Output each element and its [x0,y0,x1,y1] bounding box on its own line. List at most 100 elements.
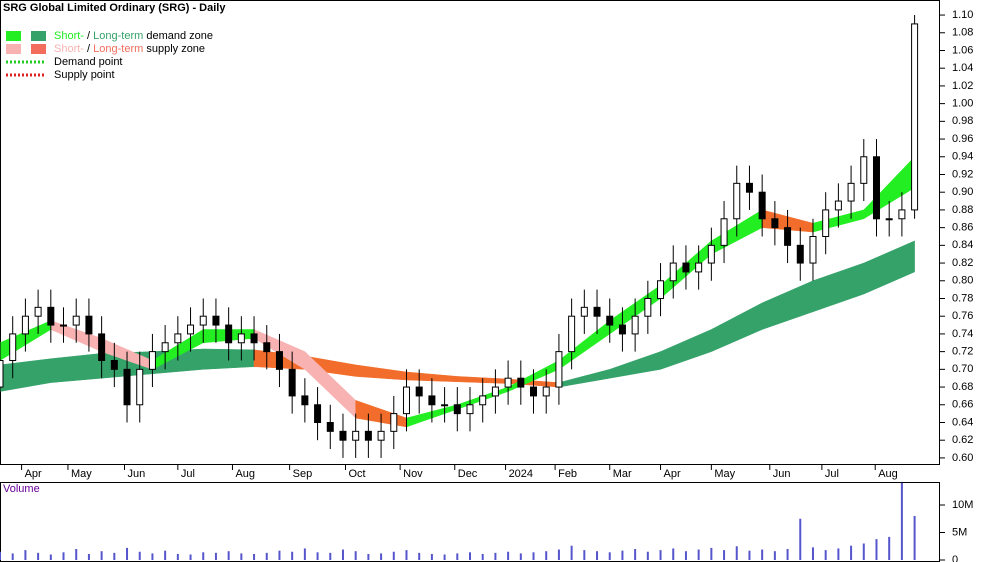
volume-bar [748,550,751,560]
candle-body [453,404,461,415]
candle-body [720,218,728,246]
volume-bar [87,553,90,560]
volume-bar [494,552,497,560]
volume-bar [126,547,129,560]
candle-body [85,315,93,335]
legend-label: Short- / Long-term demand zone [54,30,213,42]
legend-part: Short- [54,43,84,55]
volume-bar [900,483,903,560]
candle-body [491,386,499,397]
y-tick-label: 0.68 [952,381,973,393]
y-tick-label: 0.94 [952,151,973,163]
candle-body [212,315,220,326]
candle-body [796,244,804,264]
candle-body [580,306,588,317]
volume-bar [24,550,27,560]
y-tick-label: 1.00 [952,98,973,110]
legend-part: Short- [54,30,84,42]
volume-bar [570,545,573,560]
volume-bar [850,545,853,560]
volume-bar [291,551,294,560]
candle-body [352,430,360,441]
candle-body [733,182,741,220]
legend-part: demand zone [143,30,213,42]
y-tick-label: 0.74 [952,328,973,340]
candle-body [110,359,118,370]
candle-body [250,333,258,344]
candle-body [682,262,690,273]
candle-body [530,386,538,397]
volume-bar [697,549,700,560]
volume-bar [341,549,344,560]
candle-body [542,386,550,397]
volume-bar [545,551,548,560]
candle-body [758,191,766,220]
y-tick-label: 1.06 [952,44,973,56]
x-tick-label: Oct [349,468,366,480]
volume-bar [100,551,103,560]
volume-bar [659,550,662,560]
y-tick-label: 0.62 [952,434,973,446]
volume-bar [380,553,383,560]
volume-bar [888,536,891,560]
candle-body [593,306,601,317]
y-tick-label: 0.96 [952,133,973,145]
y-tick-label: 1.04 [952,62,973,74]
volume-bar [189,554,192,560]
candle-body [187,324,195,335]
candle-body [707,244,715,264]
y-tick-label: 0.78 [952,292,973,304]
legend-swatch [6,44,21,54]
candles [0,15,919,560]
chart-title: SRG Global Limited Ordinary (SRG) - Dail… [3,2,226,14]
volume-bar [469,552,471,560]
volume-bar [672,548,675,560]
volume-bar [303,548,306,560]
candle-body [657,280,665,299]
candle-body [377,430,385,441]
candle-body [847,182,855,202]
volume-bar [253,553,256,560]
y-tick-label: 0.84 [952,239,973,251]
legend-part: / [84,30,93,42]
candle-body [326,421,334,432]
volume-bar [214,552,217,560]
volume-bar [240,553,243,560]
candle-body [428,395,436,406]
y-tick-label: 1.02 [952,80,973,92]
volume-bar [507,551,510,560]
candle-body [47,306,55,326]
volume-bar [519,553,522,560]
candle-body [860,156,868,184]
zone-segment [863,240,915,295]
volume-bar [837,548,840,560]
volume-bar [761,549,764,560]
candle-body [34,306,42,317]
candle-body [834,200,842,211]
x-tick-label: Dec [458,468,478,480]
volume-bar [811,547,814,560]
candle-body [136,368,144,406]
x-tick-label: May [71,468,92,480]
candle-body [606,315,614,326]
volume-bar [786,549,789,560]
volume-tick-label: 10M [952,499,973,511]
y-tick-label: 0.82 [952,257,973,269]
candle-body [809,235,817,264]
candle-body [771,218,779,229]
candle-body [784,227,792,246]
volume-bar [418,552,421,560]
candle-body [364,430,372,441]
volume-bar [354,551,357,560]
zone-segment [355,364,407,381]
y-tick-label: 0.64 [952,416,973,428]
candle-body [225,324,233,344]
candle-body [568,315,576,353]
legend-swatch [6,31,21,41]
volume-bar [176,553,179,560]
candle-body [263,342,271,353]
volume-bar [913,516,916,560]
volume-bar [481,553,484,560]
candle-body [60,324,68,327]
volume-bar [557,549,560,560]
